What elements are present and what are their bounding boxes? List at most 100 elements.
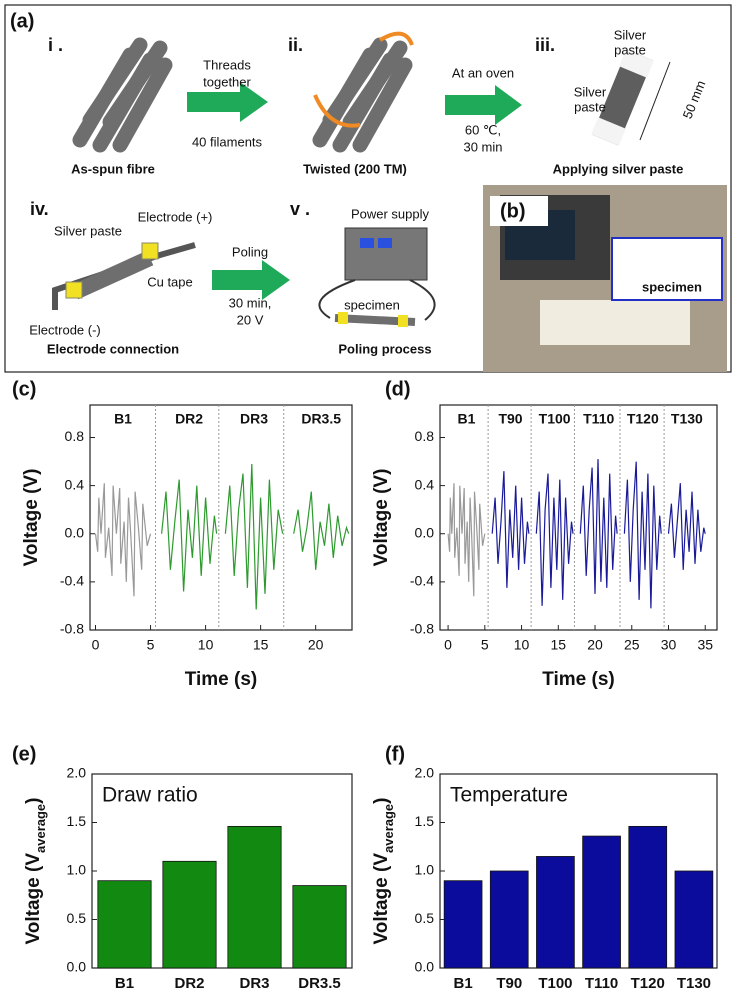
arrow [445,85,522,125]
arrow-text: 20 V [237,312,264,327]
x-tick-label: T90 [496,975,522,992]
x-tick-label: 5 [147,637,155,653]
arrow-text: 30 min, [229,295,272,310]
label: paste [574,99,606,114]
arrow-text: 30 min [463,139,502,154]
label: Power supply [351,206,430,221]
x-tick-label: 15 [253,637,269,653]
bar [536,856,575,969]
label: Silver [614,27,647,42]
bar [97,880,152,969]
bar [292,885,347,969]
annotation: Temperature [450,784,568,807]
plot-frame [439,404,718,631]
segment-label: T130 [671,411,703,427]
label: Electrode (-) [29,322,101,337]
x-tick-label: 20 [587,637,603,653]
arrow-text: At an oven [452,65,514,80]
display [378,238,392,248]
y-tick-label: 0.8 [415,428,435,444]
y-tick-label: 0.0 [67,959,87,975]
step-label: i . [48,35,63,55]
panel-label: (a) [10,10,34,32]
bar [443,880,483,969]
arrow-text: Threads [203,57,251,72]
segment-label: B1 [114,411,132,427]
label: specimen [642,279,702,294]
y-tick-label: 0.4 [415,476,435,492]
y-tick-label: 1.0 [67,862,87,878]
signal-trace [535,473,574,606]
fibre [71,250,154,300]
x-tick-label: T130 [677,975,711,992]
bar [489,870,529,969]
arrow-text: together [203,74,251,89]
x-tick-label: DR3 [239,975,269,992]
label: Electrode (+) [138,209,213,224]
step-label: v . [290,199,310,219]
label: Cu tape [147,274,193,289]
x-tick-label: 0 [92,637,100,653]
step-label: ii. [288,35,303,55]
y-tick-label: 2.0 [67,765,87,781]
signal-trace [667,483,706,570]
cu-tape [141,242,159,260]
step-label: iv. [30,199,49,219]
segment-label: DR3 [240,411,268,427]
y-tick-label: 1.5 [67,813,87,829]
x-tick-label: T110 [585,975,618,992]
stage [540,300,690,345]
signal-trace [224,463,284,610]
y-tick-label: 0.4 [65,476,85,492]
signal-trace [579,459,618,594]
x-tick-label: T120 [631,975,665,992]
x-tick-label: 15 [551,637,567,653]
y-tick-label: 0.5 [415,910,435,926]
y-tick-label: 0.0 [415,959,435,975]
y-tick-label: -0.8 [410,621,434,637]
y-tick-label: 0.5 [67,910,87,926]
panel-label: (d) [385,378,411,400]
y-tick-label: -0.4 [410,573,434,589]
fibres [312,37,413,153]
cu-tape [398,315,408,327]
arrow-text: Poling [232,244,268,259]
y-axis-label: Voltage (V) [21,469,42,567]
panel-label: (c) [12,378,36,400]
x-tick-label: 0 [444,637,452,653]
x-tick-label: 35 [697,637,713,653]
bar [674,870,714,969]
x-tick-label: DR2 [174,975,204,992]
bar [582,835,621,969]
caption: Twisted (200 TM) [303,161,407,176]
y-tick-label: 1.0 [415,862,435,878]
x-tick-label: B1 [453,975,472,992]
arrow [187,82,268,122]
signal-trace [623,461,662,609]
signal-trace [293,491,350,570]
cable [318,279,436,321]
y-tick-label: 0.8 [65,428,85,444]
cu-tape [338,312,348,324]
label-box [490,196,548,226]
y-tick-label: 1.5 [415,813,435,829]
bar [162,860,217,969]
bar [227,825,282,969]
panel-border [4,4,732,373]
panel-label: (b) [500,200,526,222]
x-tick-label: B1 [115,975,134,992]
x-tick-label: 30 [661,637,677,653]
x-tick-label: 25 [624,637,640,653]
paste-end [591,117,626,146]
label: 50 mm [680,78,709,120]
panel-label: (e) [12,743,36,765]
label: paste [614,42,646,57]
inset [611,237,723,301]
y-tick-label: -0.4 [60,573,84,589]
y-axis-label: Voltage (V) [371,469,392,567]
plot-frame [89,404,353,631]
label: Silver [574,84,607,99]
y-tick-label: 0.0 [415,524,435,540]
segment-label: T90 [498,411,522,427]
